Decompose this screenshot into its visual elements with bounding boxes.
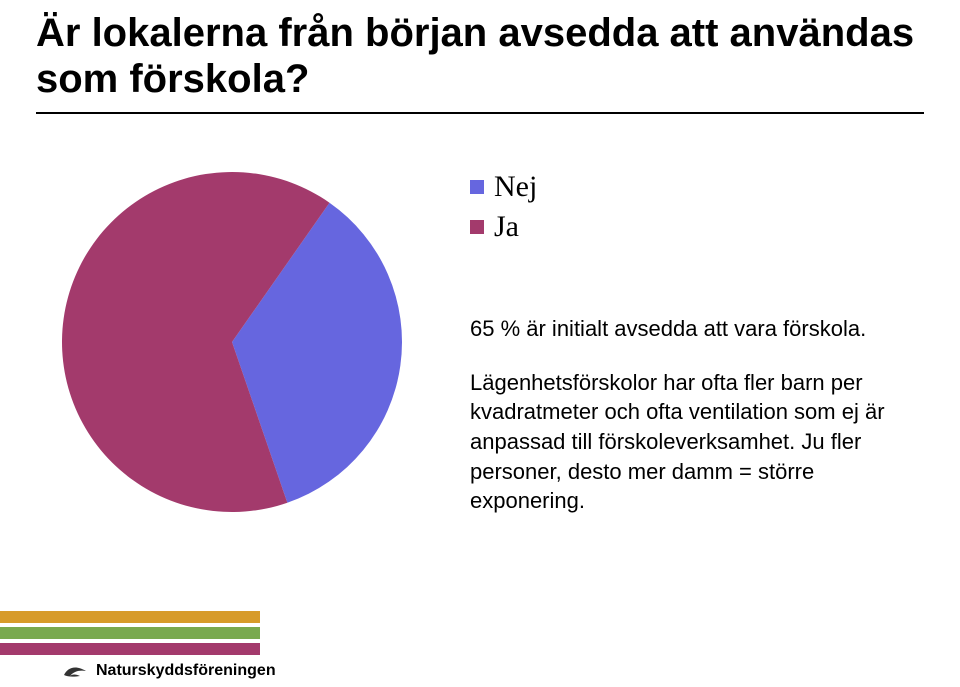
legend-label: Ja [494, 210, 519, 244]
legend-item: Nej [470, 170, 537, 204]
title-underline [36, 112, 924, 114]
falcon-icon [62, 661, 88, 681]
footer-stripe [0, 611, 260, 623]
footer-stripe [0, 643, 260, 655]
body-paragraph: 65 % är initialt avsedda att vara försko… [470, 314, 900, 344]
pie-chart-svg [60, 170, 405, 515]
page-title: Är lokalerna från början avsedda att anv… [36, 10, 924, 102]
chart-legend: Nej Ja [470, 170, 537, 250]
body-paragraph: Lägenhetsförskolor har ofta fler barn pe… [470, 368, 900, 516]
legend-swatch [470, 220, 484, 234]
footer-stripe [0, 627, 260, 639]
footer-stripes [0, 607, 260, 655]
org-logo: Naturskyddsföreningen [62, 661, 276, 681]
legend-label: Nej [494, 170, 537, 204]
slide: Är lokalerna från början avsedda att anv… [0, 0, 960, 687]
legend-swatch [470, 180, 484, 194]
org-name: Naturskyddsföreningen [96, 662, 276, 680]
body-text: 65 % är initialt avsedda att vara försko… [470, 314, 900, 540]
pie-chart [60, 170, 405, 515]
legend-item: Ja [470, 210, 537, 244]
